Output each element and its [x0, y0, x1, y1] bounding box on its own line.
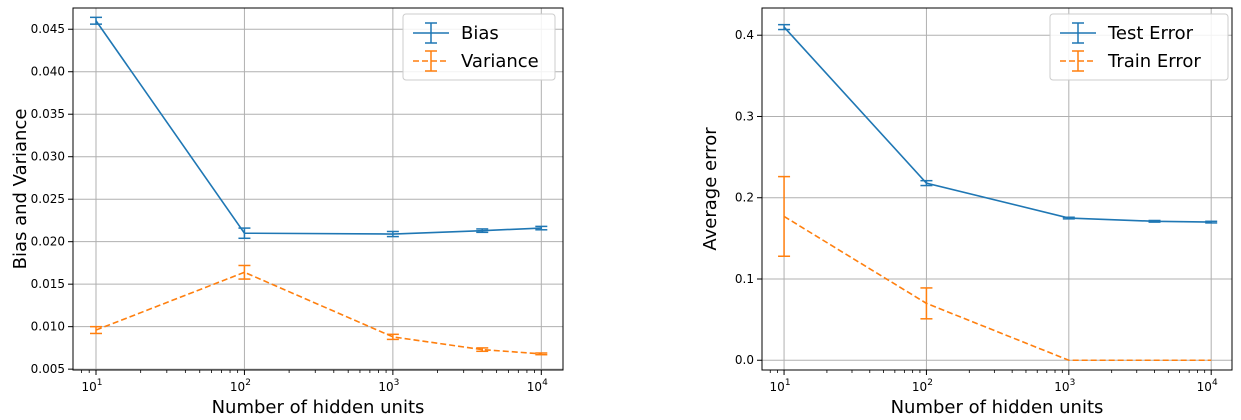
- y-tick-label-2: 0.2: [735, 191, 754, 205]
- bias-errorbar-3: [476, 228, 489, 234]
- x-tick-label-0: 101: [81, 378, 102, 394]
- train-error-errorbar-0: [778, 175, 791, 257]
- variance-errorbar-3: [476, 347, 489, 353]
- series-bias: [89, 16, 548, 240]
- series-variance: [89, 264, 548, 356]
- y-tick-label-2: 0.015: [31, 277, 65, 291]
- legend-label-variance: Variance: [461, 51, 539, 72]
- legend: Bias Variance: [402, 13, 556, 81]
- y-tick-label-1: 0.010: [31, 320, 65, 334]
- variance-errorbar-2: [386, 333, 399, 341]
- test-error-errorbar-2: [1062, 216, 1075, 220]
- y-tick-label-7: 0.040: [31, 65, 65, 79]
- bias-variance-plot: 101 102 103 104 0.005 0.010 0.015 0.020 0.025 0.0…: [10, 7, 564, 418]
- y-axis-label: Bias and Variance: [10, 109, 31, 270]
- test-error-errorbar-4: [1205, 220, 1218, 224]
- legend-item-train-error: Train Error: [1060, 50, 1201, 72]
- variance-errorbar-0: [89, 325, 102, 335]
- legend-label-test-error: Test Error: [1107, 23, 1194, 44]
- x-tick-label-0: 101: [770, 378, 791, 394]
- test-error-errorbar-0: [778, 23, 791, 31]
- bias-errorbar-4: [535, 225, 548, 231]
- test-error-errorbar-3: [1148, 219, 1161, 223]
- y-tick-label-0: 0.005: [31, 362, 65, 376]
- variance-errorbar-4: [535, 352, 548, 356]
- plot-frame: [72, 7, 564, 371]
- y-tick-label-4: 0.025: [31, 192, 65, 206]
- plot-frame: [761, 7, 1233, 371]
- legend-item-bias: Bias: [413, 22, 499, 44]
- legend-label-train-error: Train Error: [1107, 51, 1201, 72]
- x-tick-label-2: 103: [378, 378, 399, 394]
- y-tick-label-8: 0.045: [31, 22, 65, 36]
- x-tick-label-1: 102: [912, 378, 933, 394]
- legend-label-bias: Bias: [461, 23, 499, 44]
- x-axis-label: Number of hidden units: [212, 397, 425, 418]
- y-tick-label-6: 0.035: [31, 107, 65, 121]
- bias-errorbar-1: [238, 227, 251, 240]
- y-axis-label: Average error: [700, 127, 721, 251]
- bias-errorbar-0: [89, 16, 102, 25]
- legend-item-variance: Variance: [413, 50, 539, 72]
- x-tick-label-2: 103: [1054, 378, 1075, 394]
- x-tick-label-1: 102: [230, 378, 251, 394]
- y-tick-label-1: 0.1: [735, 272, 754, 286]
- legend: Test Error Train Error: [1049, 13, 1229, 81]
- bias-errorbar-2: [386, 230, 399, 238]
- series-train-error: [778, 175, 1212, 362]
- y-tick-label-4: 0.4: [735, 28, 754, 42]
- y-tick-label-3: 0.020: [31, 235, 65, 249]
- x-tick-label-3: 104: [527, 378, 548, 394]
- variance-errorbar-1: [238, 264, 251, 280]
- train-error-errorbar-1: [920, 287, 933, 320]
- y-tick-label-3: 0.3: [735, 109, 754, 123]
- test-error-errorbar-1: [920, 179, 933, 187]
- x-axis-label: Number of hidden units: [891, 397, 1104, 418]
- legend-box: [1049, 13, 1229, 81]
- y-tick-label-0: 0.0: [735, 353, 754, 367]
- average-error-plot: 101 102 103 104 0.0 0.1 0.2 0.3 0.4 Number of hid…: [700, 7, 1233, 418]
- x-tick-label-3: 104: [1197, 378, 1218, 394]
- legend-box: [402, 13, 556, 81]
- train-error-line: [783, 215, 1212, 362]
- legend-item-test-error: Test Error: [1060, 22, 1194, 44]
- series-test-error: [778, 23, 1218, 224]
- y-tick-label-5: 0.030: [31, 150, 65, 164]
